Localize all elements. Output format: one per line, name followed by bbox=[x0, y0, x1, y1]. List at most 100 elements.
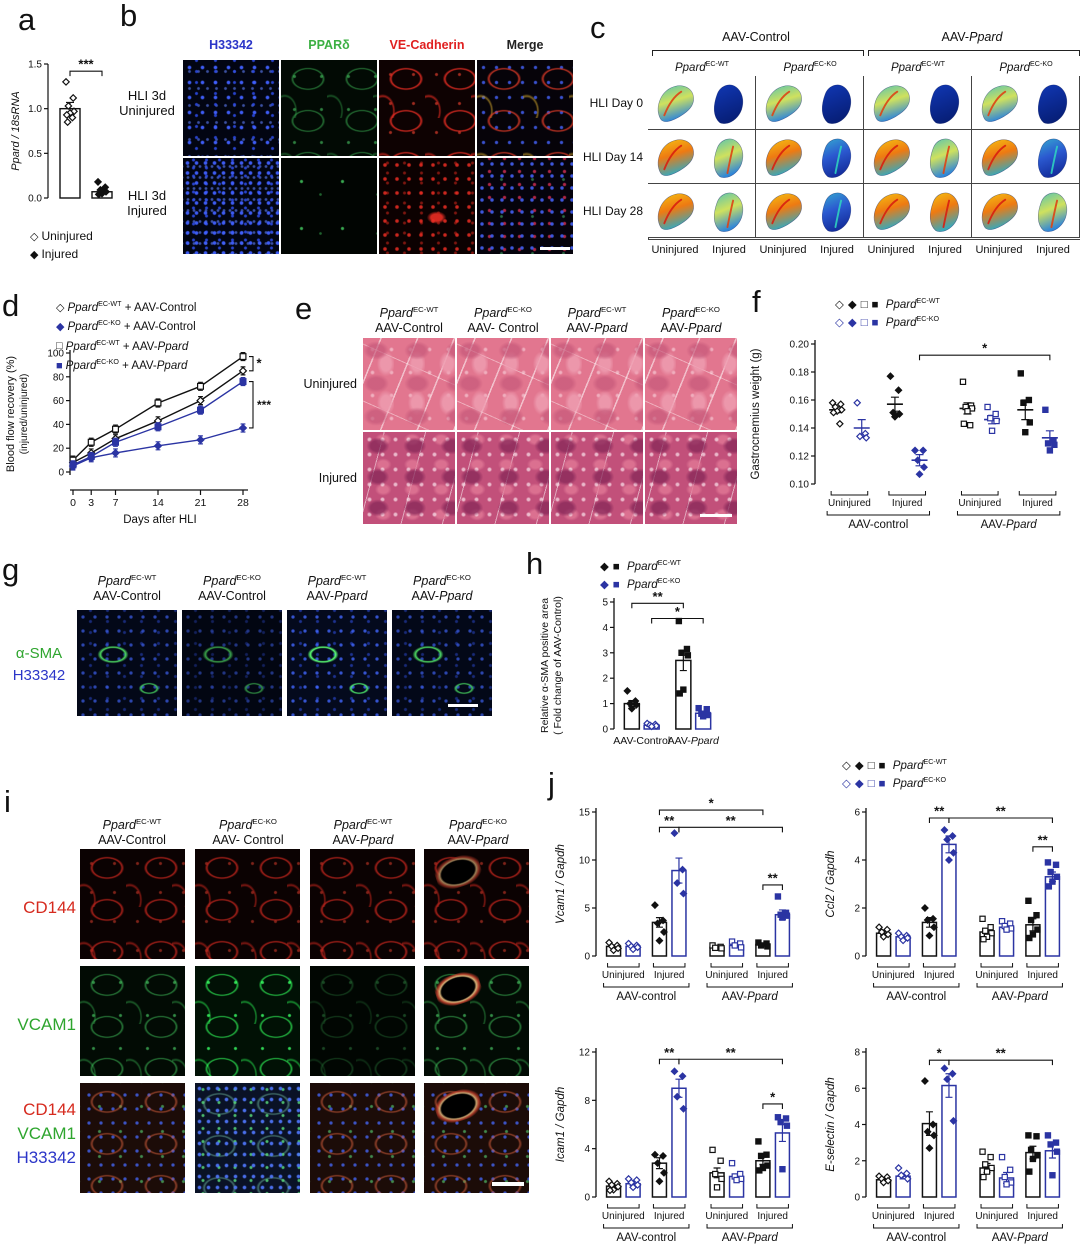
panel-c-foot-label: Injured bbox=[928, 244, 962, 256]
significance-bracket bbox=[762, 1103, 783, 1109]
panel-i-image-tile bbox=[310, 966, 415, 1076]
panel-e-image-tile bbox=[457, 338, 549, 430]
chart-text: 0 bbox=[70, 497, 76, 509]
data-point bbox=[763, 1151, 770, 1158]
data-point bbox=[987, 1153, 994, 1161]
data-point bbox=[633, 1180, 642, 1189]
data-point bbox=[920, 463, 928, 472]
panel-c-foot-label: Injured bbox=[712, 244, 746, 256]
vessel-lumen bbox=[431, 1084, 485, 1127]
significance-bracket bbox=[928, 1059, 950, 1066]
data-point bbox=[633, 943, 642, 952]
data-point bbox=[1020, 399, 1027, 406]
data-point bbox=[670, 829, 679, 838]
data-point bbox=[764, 943, 771, 950]
panel-b-image-tile bbox=[183, 60, 279, 156]
chart-text: 0 bbox=[584, 1193, 590, 1204]
data-point bbox=[1052, 861, 1060, 868]
doppler-cell bbox=[648, 76, 756, 130]
chart-text: 14 bbox=[152, 497, 164, 509]
data-point bbox=[923, 1127, 932, 1136]
data-point bbox=[1053, 1148, 1061, 1155]
data-point bbox=[61, 77, 71, 86]
data-point bbox=[695, 704, 702, 712]
data-point bbox=[679, 889, 688, 898]
panel-i-image-tile bbox=[195, 966, 300, 1076]
header-bracket bbox=[652, 50, 864, 56]
panel-e-image-tile bbox=[363, 338, 455, 430]
data-point bbox=[920, 1077, 929, 1085]
panel-b-row-label: HLI 3d Uninjured bbox=[119, 88, 175, 118]
data-point bbox=[998, 1153, 1006, 1161]
chart-text: ** bbox=[996, 1046, 1007, 1061]
significance-bracket bbox=[651, 617, 704, 624]
data-point bbox=[153, 441, 163, 451]
data-point bbox=[673, 879, 682, 887]
panel-c-foot-label: Injured bbox=[1036, 244, 1070, 256]
chart-h: 0 1 2 3 4 5 Relative α-SMA positive area( Fold… bbox=[539, 589, 720, 747]
data-point bbox=[966, 422, 974, 429]
panel-g-image-tile bbox=[182, 610, 282, 716]
data-point bbox=[1042, 406, 1049, 413]
data-point bbox=[948, 1069, 957, 1078]
data-point bbox=[879, 1178, 888, 1187]
data-point bbox=[623, 686, 632, 695]
panel-i-column-header: PpardEC-KO AAV-Ppard bbox=[447, 817, 509, 848]
doppler-foot-u bbox=[873, 192, 910, 230]
data-point bbox=[929, 923, 938, 932]
chart-text: 5 bbox=[602, 598, 608, 609]
chart-text: Icam1 / Gapdh bbox=[555, 1087, 567, 1162]
panel-g-column-header: PpardEC-KO AAV-Control bbox=[198, 573, 266, 604]
panel-i-image-tile bbox=[195, 1083, 300, 1193]
chart-text: ** bbox=[768, 870, 779, 885]
panel-c-foot-label: Uninjured bbox=[867, 244, 915, 256]
doppler-foot-u bbox=[981, 84, 1018, 122]
data-point bbox=[68, 113, 77, 122]
chart-text: Ppard / 18sRNA bbox=[10, 91, 22, 170]
data-point bbox=[1027, 1146, 1035, 1154]
data-point bbox=[1029, 1155, 1037, 1163]
data-point bbox=[703, 705, 710, 713]
chart-text: E-selectin / Gapdh bbox=[825, 1077, 837, 1172]
chart-text: Ccl2 / Gapdh bbox=[825, 850, 837, 917]
data-point bbox=[678, 865, 687, 874]
doppler-cell bbox=[972, 184, 1080, 238]
chart-text: Blood flow recovery (%) bbox=[5, 356, 17, 472]
doppler-foot-i bbox=[1037, 84, 1067, 124]
chart-text: 8 bbox=[854, 1048, 860, 1059]
panel-g-column-header: PpardEC-WT AAV-Ppard bbox=[306, 573, 368, 604]
panel-b-image-tile bbox=[477, 60, 573, 156]
data-point bbox=[1052, 1139, 1060, 1146]
scale-bar bbox=[492, 1182, 524, 1186]
chart-text: AAV-control bbox=[886, 1232, 946, 1244]
data-point bbox=[782, 1115, 790, 1122]
chart-text: ** bbox=[1038, 832, 1049, 847]
panel-letter-f: f bbox=[752, 284, 761, 319]
doppler-foot-i bbox=[713, 192, 743, 232]
panel-g-row-label: α-SMA bbox=[15, 645, 63, 662]
data-point bbox=[69, 93, 78, 102]
panel-e-image-tile bbox=[645, 338, 737, 430]
panel-i-column-header: PpardEC-KO AAV- Control bbox=[212, 817, 284, 848]
data-point bbox=[650, 901, 659, 910]
data-point bbox=[676, 690, 683, 697]
data-point bbox=[62, 110, 71, 119]
chart-text: 0.10 bbox=[790, 480, 810, 491]
data-point bbox=[1022, 429, 1029, 436]
data-point bbox=[1026, 419, 1033, 426]
data-point bbox=[728, 1159, 736, 1167]
chart-text: 60 bbox=[53, 396, 65, 407]
panel-b-image-tile bbox=[281, 60, 377, 156]
chart-text: 0.12 bbox=[790, 452, 810, 463]
data-point bbox=[1026, 1168, 1033, 1175]
chart-text: Injured bbox=[1027, 1211, 1058, 1222]
data-point bbox=[783, 1122, 791, 1129]
data-point bbox=[899, 936, 908, 945]
chart-text: AAV-control bbox=[848, 519, 908, 531]
chart-text: 1 bbox=[602, 699, 608, 710]
data-point bbox=[632, 700, 641, 709]
data-point bbox=[897, 1171, 906, 1180]
data-point bbox=[1026, 934, 1033, 942]
